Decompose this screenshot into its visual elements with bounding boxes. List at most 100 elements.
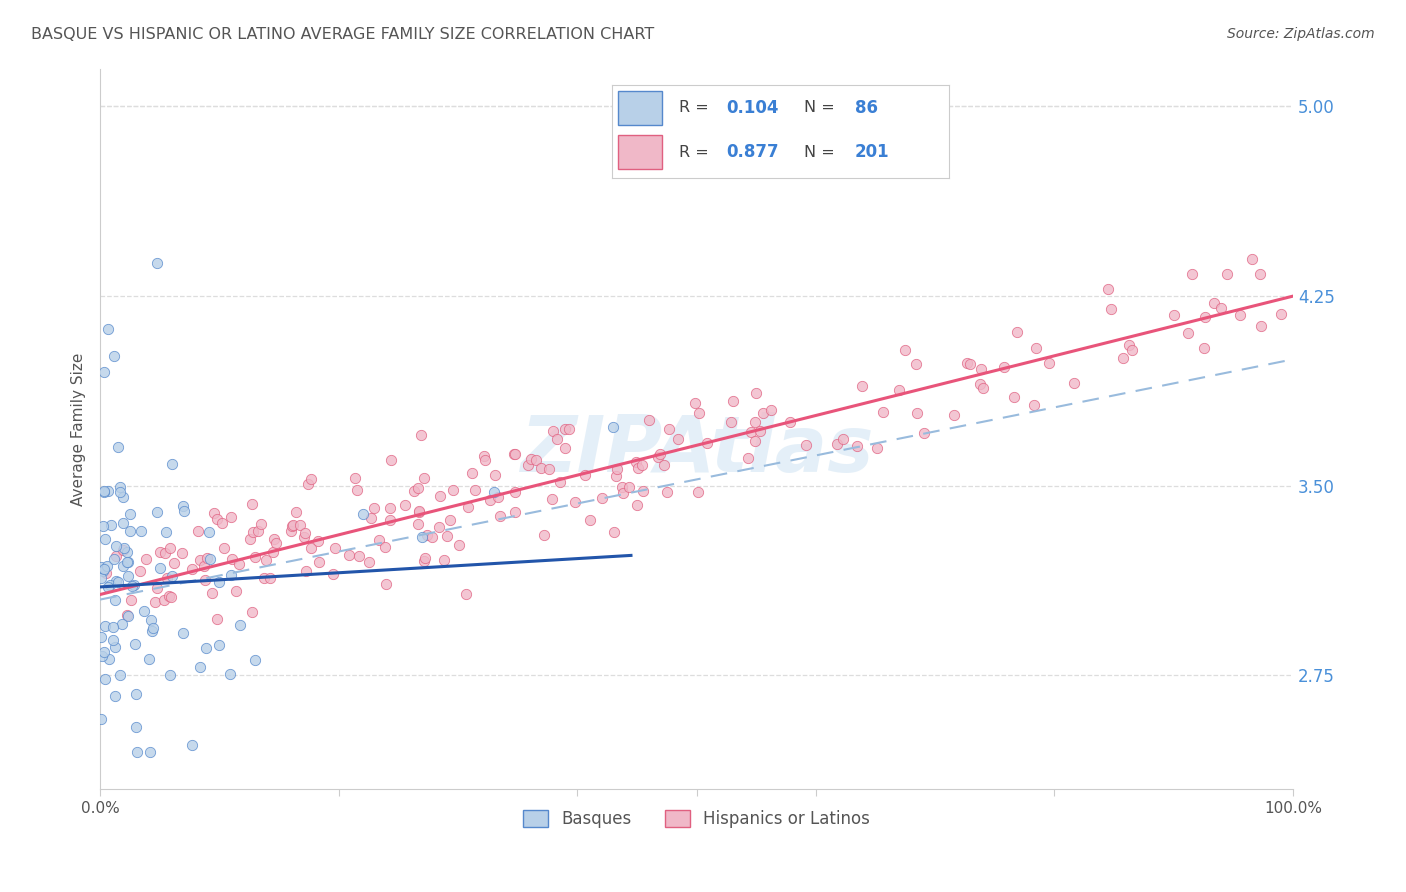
Point [118,507,141,521]
Point [111,491,134,505]
Point [264,536,287,550]
Point [1163,308,1185,322]
Point [744,434,766,449]
Point [160,569,183,583]
Point [115,607,138,622]
Point [346,483,368,497]
Point [160,590,183,604]
Point [253,571,276,585]
Point [343,471,366,485]
Point [658,422,681,436]
Point [1270,307,1292,321]
Point [696,435,718,450]
Point [460,467,482,481]
Point [1216,267,1239,281]
Point [720,415,742,429]
Point [221,568,243,582]
Point [198,524,221,539]
Point [195,641,218,656]
Point [91,564,114,578]
Point [533,527,555,541]
Point [543,424,565,438]
Point [155,524,177,539]
Point [411,530,433,544]
Point [1177,326,1199,341]
Y-axis label: Average Family Size: Average Family Size [72,352,86,506]
Point [1097,282,1119,296]
Point [439,513,461,527]
Point [100,518,122,533]
Point [489,509,512,524]
Point [240,605,263,619]
Text: 86: 86 [855,99,877,117]
Point [254,553,277,567]
Point [956,356,979,370]
Point [117,555,139,569]
Point [363,501,385,516]
Point [484,467,506,482]
Point [103,632,125,647]
Point [564,495,586,509]
Point [606,461,628,475]
Point [122,578,145,592]
Point [103,689,125,703]
Point [1111,351,1133,365]
Point [912,425,935,440]
Point [723,393,745,408]
Point [408,505,430,519]
Point [943,408,966,422]
Point [90,631,112,645]
Point [93,484,115,499]
Point [118,524,141,538]
Bar [619,91,662,125]
Point [292,530,315,544]
Point [108,480,131,494]
Point [751,406,773,420]
Point [188,552,211,566]
Point [194,573,217,587]
Point [409,428,432,442]
Point [297,477,319,491]
Point [202,506,225,520]
Point [90,712,112,726]
Point [163,556,186,570]
Point [240,497,263,511]
Bar [619,136,662,169]
Point [1229,308,1251,322]
Point [94,619,117,633]
Point [129,564,152,578]
Point [905,406,928,420]
Point [187,524,209,538]
Point [503,485,526,500]
Point [112,516,135,530]
Point [832,432,855,446]
Point [98,578,121,592]
Point [380,453,402,467]
Point [112,541,135,556]
Point [94,566,117,581]
Point [993,360,1015,375]
Point [107,440,129,454]
Point [105,539,128,553]
Point [969,377,991,392]
Point [207,638,229,652]
Point [288,518,311,533]
Text: R =: R = [679,145,714,160]
Point [141,624,163,638]
Point [1211,301,1233,315]
Point [105,549,128,564]
Point [404,483,426,498]
Point [159,541,181,555]
Point [537,462,560,476]
Point [117,609,139,624]
Point [96,559,118,574]
Point [759,403,782,417]
Point [201,586,224,600]
Point [610,480,633,494]
Point [110,484,132,499]
Point [1249,267,1271,281]
Point [357,555,380,569]
Point [246,524,269,538]
Point [181,561,204,575]
Point [195,550,218,565]
